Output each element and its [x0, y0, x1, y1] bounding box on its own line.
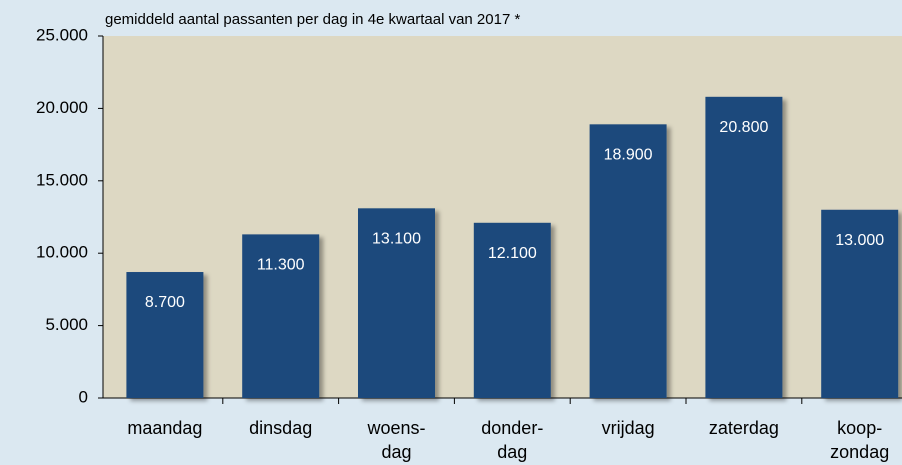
value-label: 11.300: [257, 257, 305, 274]
bar: [821, 209, 899, 398]
chart-title: gemiddeld aantal passanten per dag in 4e…: [105, 11, 520, 28]
bar: [473, 222, 551, 398]
bar: [358, 208, 435, 398]
x-tick-label: donder- dag: [481, 418, 544, 462]
x-tick-label: koop- zondag: [830, 418, 890, 462]
value-label: 13.000: [835, 232, 884, 249]
value-label: 8.700: [145, 294, 185, 311]
y-tick-label: 0: [79, 387, 88, 406]
value-label: 20.800: [719, 119, 768, 136]
y-tick-label: 5.000: [45, 315, 88, 334]
y-tick-label: 15.000: [36, 170, 88, 189]
y-tick-label: 10.000: [36, 243, 88, 262]
value-label: 12.100: [488, 245, 537, 262]
value-label: 13.100: [372, 231, 421, 248]
value-label: 18.900: [604, 147, 653, 164]
bar: [242, 234, 320, 398]
x-tick-label: vrijdag: [601, 418, 655, 438]
x-tick-label: woens- dag: [367, 418, 426, 462]
x-tick-label: dinsdag: [249, 418, 313, 438]
x-tick-label: maandag: [127, 418, 203, 438]
x-tick-label: zaterdag: [708, 418, 779, 438]
y-tick-label: 25.000: [36, 25, 88, 44]
bar: [126, 272, 204, 398]
bar: [589, 124, 667, 398]
bar: [705, 96, 783, 398]
y-tick-label: 20.000: [36, 98, 88, 117]
